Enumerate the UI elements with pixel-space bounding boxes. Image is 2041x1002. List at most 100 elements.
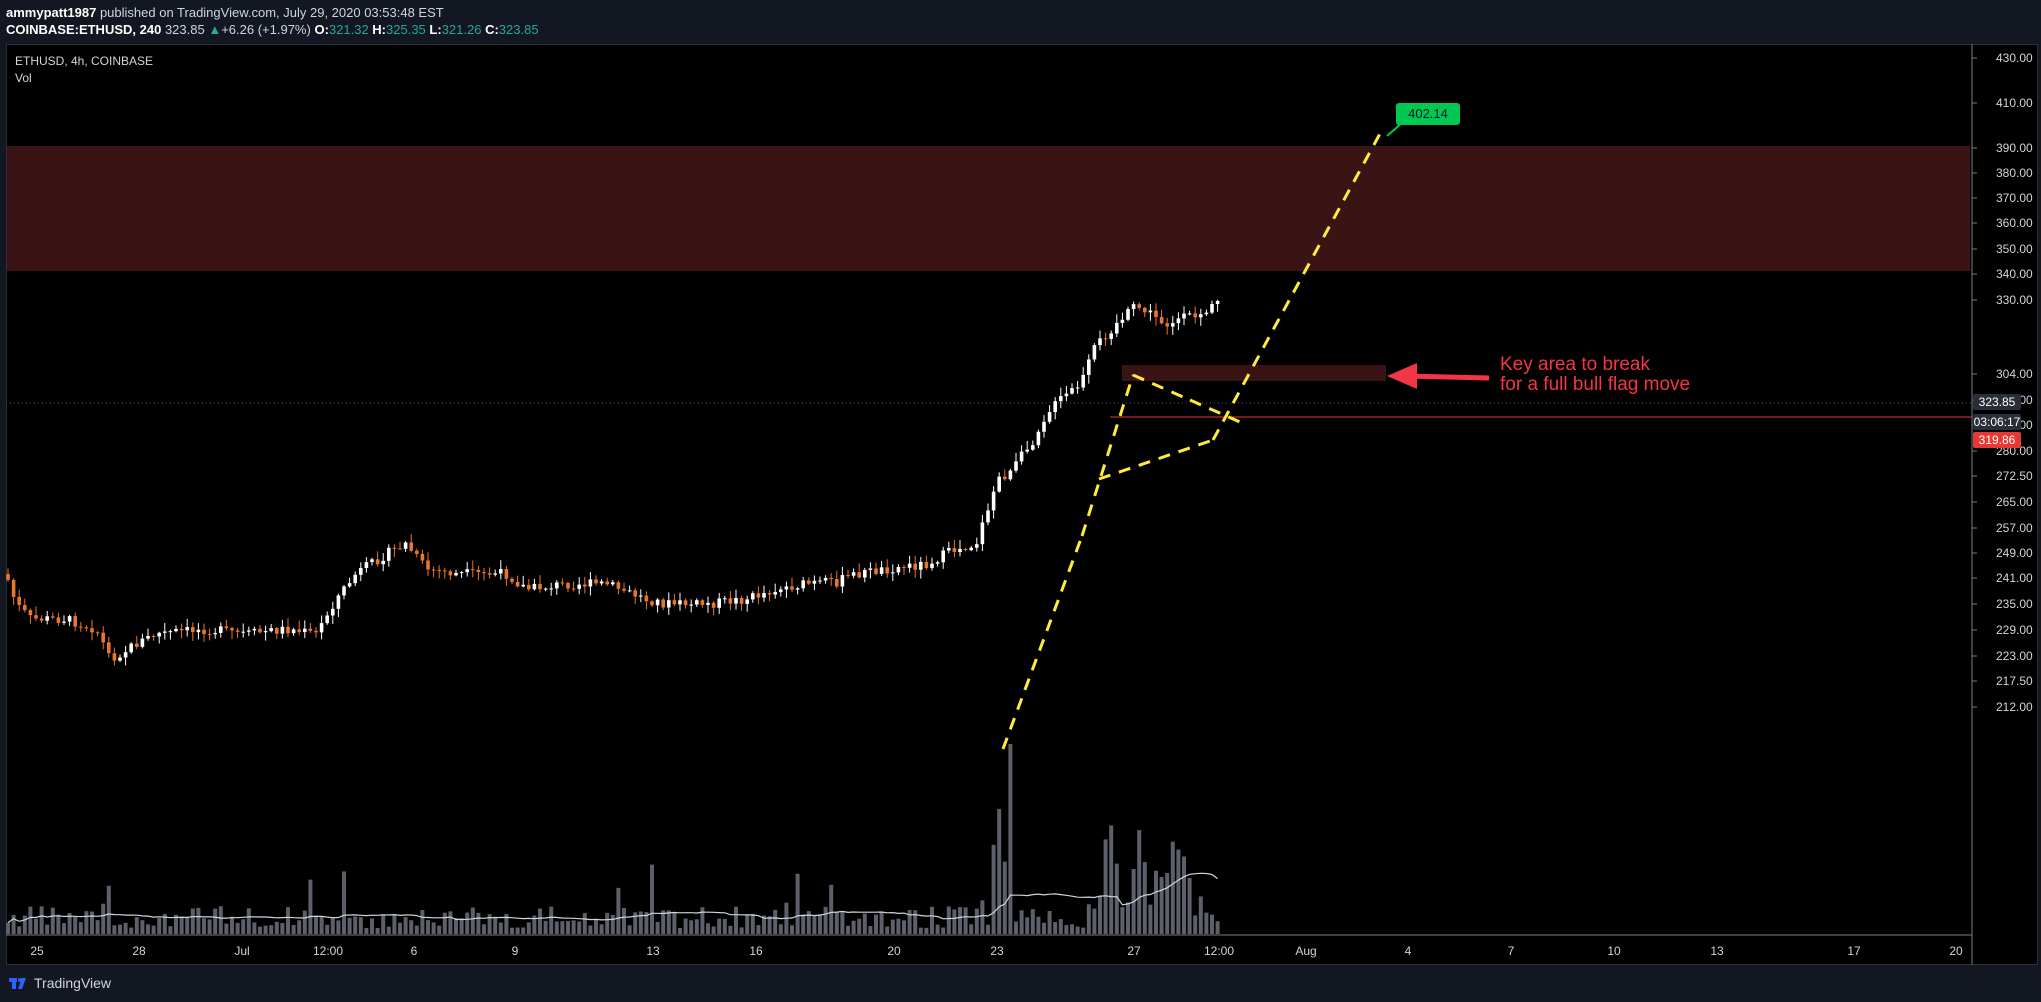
candle-body [118,657,122,661]
volume-bar [666,910,671,934]
candle-body [107,642,111,654]
candle-body [179,628,184,631]
annotation-arrow[interactable] [1387,363,1490,389]
candle-body [963,548,968,551]
candle-body [1036,431,1041,446]
bull-flag-drawing[interactable] [1001,129,1384,750]
volume-bar [308,879,313,934]
candle-body [868,568,873,571]
volume-bar [414,925,419,934]
volume-bar [1058,919,1063,934]
volume-bar [34,918,38,934]
candle-body [280,626,285,634]
volume-bar [1120,907,1125,934]
candle-body [823,577,828,581]
candle-body [997,476,1001,492]
candle-body [6,574,10,580]
candle-body [431,569,436,571]
volume-bar [224,923,229,934]
candle-body [90,628,94,633]
candle-body [325,615,329,624]
time-axis-label: 20 [887,944,901,958]
legend-volume[interactable]: Vol [15,71,32,85]
candle-body [252,628,257,631]
tradingview-logo-icon[interactable] [8,975,30,991]
candle-body [790,586,794,590]
volume-bar [146,924,150,934]
key-area-box[interactable] [1122,365,1386,381]
change-value: +6.26 (+1.97%) [221,22,311,37]
volume-bar [510,927,514,934]
volume-bar [1064,925,1069,934]
volume-bar [706,923,710,934]
candle-body [67,616,72,622]
price-axis-label: 241.00 [1996,571,2033,585]
volume-bar [448,911,453,934]
volume-bar [280,922,285,934]
volume-bar [174,914,178,934]
annotation-text[interactable]: Key area to break for a full bull flag m… [1500,355,1690,395]
price-axis-label: 380.00 [1996,166,2033,180]
candle-body [706,602,710,605]
volume-bar [263,925,268,934]
low-label: L: [429,22,442,37]
price-axis-label: 265.00 [1996,495,2033,509]
candle-body [39,618,44,621]
candle-body [1047,412,1052,422]
price-axis-label: 370.00 [1996,191,2033,205]
candle-body [398,548,402,550]
candle-body [269,628,273,632]
volume-bar [1154,870,1158,934]
candle-body [1199,314,1203,318]
volume-bar [1042,922,1046,934]
candle-body [863,570,867,578]
candle-body [1148,310,1153,313]
volume-bar [134,917,139,934]
volume-bar [812,916,817,934]
candle-body [1081,374,1085,388]
volume-bar [459,918,464,934]
candle-body [1008,470,1013,480]
volume-bar [991,844,996,934]
resistance-zone[interactable] [7,146,1970,271]
volume-bar [952,909,957,934]
author-name[interactable]: ammypatt1987 [6,5,97,20]
tradingview-brand[interactable]: TradingView [34,975,112,991]
time-axis[interactable]: 25 28 Jul 12:00 6 9 13 16 20 23 27 12:00 Aug 4 7 10 13 17… [30,944,1963,958]
candle-body [403,542,408,549]
volume-bar [661,910,666,934]
target-price-label[interactable]: 402.14 [1396,103,1460,125]
candle-body [1092,345,1097,360]
candle-body [1070,388,1074,394]
volume-bar [874,914,878,934]
price-chart[interactable]: 430.00 410.00 390.00 380.00 370.00 360.00 350.… [6,44,2038,965]
volume-bar [734,906,738,934]
candle-body [616,582,621,589]
candle-body [17,596,21,606]
candle-body [784,586,789,590]
volume-bar [526,922,531,934]
candle-body [1159,317,1164,324]
candle-body [975,544,979,548]
candle-body [331,608,335,616]
volume-bar [39,906,44,934]
price-axis[interactable]: 430.00 410.00 390.00 380.00 370.00 360.00 350.… [1972,51,2033,714]
volume-bar [773,909,778,934]
candle-body [807,580,811,584]
volume-bar [269,925,274,934]
volume-bar [28,906,33,934]
volume-bar [969,924,974,934]
volume-bar [1014,921,1018,934]
volume-bar [616,887,621,934]
legend-symbol[interactable]: ETHUSD, 4h, COINBASE [15,54,154,68]
chart-header: ammypatt1987 published on TradingView.co… [0,0,2041,42]
candle-body [745,599,749,604]
volume-bar [907,909,912,934]
candle-body [1003,476,1007,480]
candle-body [734,598,738,604]
volume-bar [67,913,72,934]
volume-bar [1002,861,1007,934]
volume-bar [694,919,699,934]
volume-bar [549,906,554,934]
candle-body [11,579,16,597]
